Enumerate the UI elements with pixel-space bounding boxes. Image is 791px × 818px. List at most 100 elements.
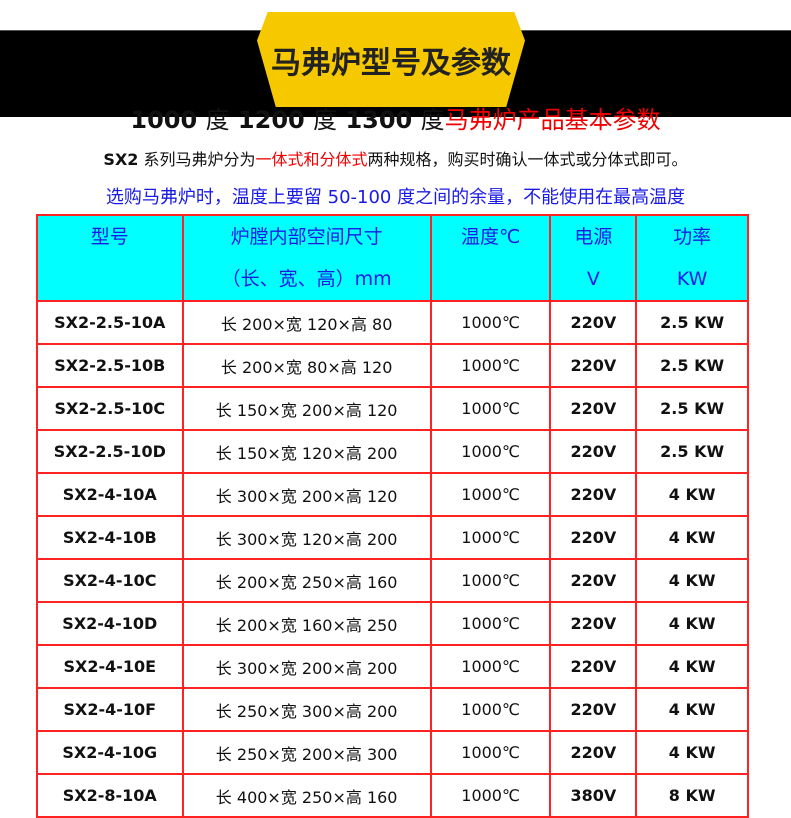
chamber-size-cell: 长 400×宽 250×高 160	[181, 773, 432, 818]
header-label: V	[586, 268, 600, 290]
voltage-cell: 220V	[549, 601, 638, 646]
power-cell: 4 KW	[635, 601, 749, 646]
column-header: 炉膛内部空间尺寸 （长、宽、高）mm	[181, 214, 432, 302]
chamber-size-cell: 长 300×宽 120×高 200	[181, 515, 432, 560]
chamber-size-cell: 长 250×宽 200×高 300	[181, 730, 432, 775]
model-cell: SX2-4-10D	[36, 601, 184, 646]
header-label: 温度℃	[460, 226, 521, 248]
temperature-cell: 1000℃	[429, 601, 552, 646]
voltage-cell: 220V	[549, 644, 638, 689]
power-cell: 2.5 KW	[635, 386, 749, 431]
model-cell: SX2-2.5-10B	[36, 343, 184, 388]
power-cell: 4 KW	[635, 472, 749, 517]
model-cell: SX2-2.5-10A	[36, 300, 184, 345]
heading-red: 马弗炉产品基本参数	[444, 106, 661, 134]
chamber-size-cell: 长 200×宽 250×高 160	[181, 558, 432, 603]
voltage-cell: 220V	[549, 343, 638, 388]
table-row: SX2-4-10F 长 250×宽 300×高 200 1000℃ 220V 4 KW	[36, 687, 749, 732]
voltage-cell: 380V	[549, 773, 638, 818]
series-note: SX2 系列马弗炉分为一体式和分体式两种规格，购买时确认一体式或分体式即可。	[0, 146, 791, 170]
temp-1300: 1300	[345, 106, 413, 134]
header-label: 炉膛内部空间尺寸	[230, 226, 383, 248]
table-row: SX2-4-10D 长 200×宽 160×高 250 1000℃ 220V 4 KW	[36, 601, 749, 646]
voltage-cell: 220V	[549, 730, 638, 775]
column-header: 功率 KW	[635, 214, 749, 302]
temperature-cell: 1000℃	[429, 515, 552, 560]
model-cell: SX2-4-10F	[36, 687, 184, 732]
chamber-size-cell: 长 300×宽 200×高 200	[181, 644, 432, 689]
power-cell: 2.5 KW	[635, 429, 749, 474]
voltage-cell: 220V	[549, 687, 638, 732]
chamber-size-cell: 长 200×宽 120×高 80	[181, 300, 432, 345]
warning-note: 选购马弗炉时，温度上要留 50-100 度之间的余量，不能使用在最高温度	[105, 187, 686, 208]
voltage-cell: 220V	[549, 558, 638, 603]
temperature-cell: 1000℃	[429, 558, 552, 603]
header-label: 功率	[673, 226, 712, 248]
header-label	[38, 258, 182, 300]
series-name: SX2	[103, 150, 139, 169]
chamber-size-cell: 长 150×宽 120×高 200	[181, 429, 432, 474]
model-cell: SX2-4-10B	[36, 515, 184, 560]
header-label	[432, 258, 550, 300]
temperature-cell: 1000℃	[429, 343, 552, 388]
temp-1000: 1000	[130, 106, 198, 134]
note-text: 两种规格，购买时确认一体式或分体式即可。	[367, 150, 688, 169]
model-cell: SX2-4-10E	[36, 644, 184, 689]
unit: 度	[420, 106, 445, 134]
spec-table: 型号 炉膛内部空间尺寸 （长、宽、高）mm 温度℃ 电源 V 功率 KW SX2-2.5-10…	[36, 214, 749, 818]
power-cell: 2.5 KW	[635, 343, 749, 388]
table-row: SX2-2.5-10C 长 150×宽 200×高 120 1000℃ 220V 2.5…	[36, 386, 749, 431]
table-row: SX2-4-10E 长 300×宽 200×高 200 1000℃ 220V 4 KW	[36, 644, 749, 689]
model-cell: SX2-2.5-10D	[36, 429, 184, 474]
model-cell: SX2-2.5-10C	[36, 386, 184, 431]
power-cell: 8 KW	[635, 773, 749, 818]
table-row: SX2-2.5-10B 长 200×宽 80×高 120 1000℃ 220V 2.5 …	[36, 343, 749, 388]
header-label: 电源	[574, 226, 613, 248]
model-cell: SX2-4-10G	[36, 730, 184, 775]
table-row: SX2-4-10G 长 250×宽 200×高 300 1000℃ 220V 4 KW	[36, 730, 749, 775]
model-cell: SX2-4-10A	[36, 472, 184, 517]
chamber-size-cell: 长 250×宽 300×高 200	[181, 687, 432, 732]
voltage-cell: 220V	[549, 472, 638, 517]
temp-1200: 1200	[237, 106, 305, 134]
temperature-cell: 1000℃	[429, 300, 552, 345]
chamber-size-cell: 长 200×宽 160×高 250	[181, 601, 432, 646]
power-cell: 4 KW	[635, 558, 749, 603]
table-row: SX2-4-10C 长 200×宽 250×高 160 1000℃ 220V 4 KW	[36, 558, 749, 603]
column-header: 电源 V	[549, 214, 638, 302]
header-label: KW	[676, 268, 708, 290]
voltage-cell: 220V	[549, 429, 638, 474]
temperature-cell: 1000℃	[429, 773, 552, 818]
header-label: 型号	[90, 226, 129, 248]
table-row: SX2-8-10A 长 400×宽 250×高 160 1000℃ 380V 8 KW	[36, 773, 749, 818]
table-row: SX2-2.5-10A 长 200×宽 120×高 80 1000℃ 220V 2.5 …	[36, 300, 749, 345]
table-row: SX2-4-10A 长 300×宽 200×高 120 1000℃ 220V 4 KW	[36, 472, 749, 517]
column-header: 型号	[36, 214, 184, 302]
temperature-cell: 1000℃	[429, 429, 552, 474]
table-header: 型号 炉膛内部空间尺寸 （长、宽、高）mm 温度℃ 电源 V 功率 KW	[36, 214, 749, 302]
unit: 度	[205, 106, 230, 134]
chamber-size-cell: 长 200×宽 80×高 120	[181, 343, 432, 388]
main-heading: 1000 度 1200 度 1300 度马弗炉产品基本参数	[0, 100, 791, 135]
note-red: 一体式和分体式	[255, 150, 368, 169]
voltage-cell: 220V	[549, 515, 638, 560]
power-cell: 4 KW	[635, 644, 749, 689]
table-row: SX2-4-10B 长 300×宽 120×高 200 1000℃ 220V 4 KW	[36, 515, 749, 560]
header-label: （长、宽、高）mm	[221, 268, 392, 290]
temperature-cell: 1000℃	[429, 687, 552, 732]
chamber-size-cell: 长 300×宽 200×高 120	[181, 472, 432, 517]
temperature-cell: 1000℃	[429, 730, 552, 775]
note-text: 系列马弗炉分为	[143, 150, 256, 169]
voltage-cell: 220V	[549, 300, 638, 345]
model-cell: SX2-4-10C	[36, 558, 184, 603]
temperature-cell: 1000℃	[429, 644, 552, 689]
power-cell: 4 KW	[635, 687, 749, 732]
power-cell: 2.5 KW	[635, 300, 749, 345]
unit: 度	[313, 106, 338, 134]
table-row: SX2-2.5-10D 长 150×宽 120×高 200 1000℃ 220V 2.5…	[36, 429, 749, 474]
voltage-cell: 220V	[549, 386, 638, 431]
model-cell: SX2-8-10A	[36, 773, 184, 818]
chamber-size-cell: 长 150×宽 200×高 120	[181, 386, 432, 431]
power-cell: 4 KW	[635, 515, 749, 560]
power-cell: 4 KW	[635, 730, 749, 775]
